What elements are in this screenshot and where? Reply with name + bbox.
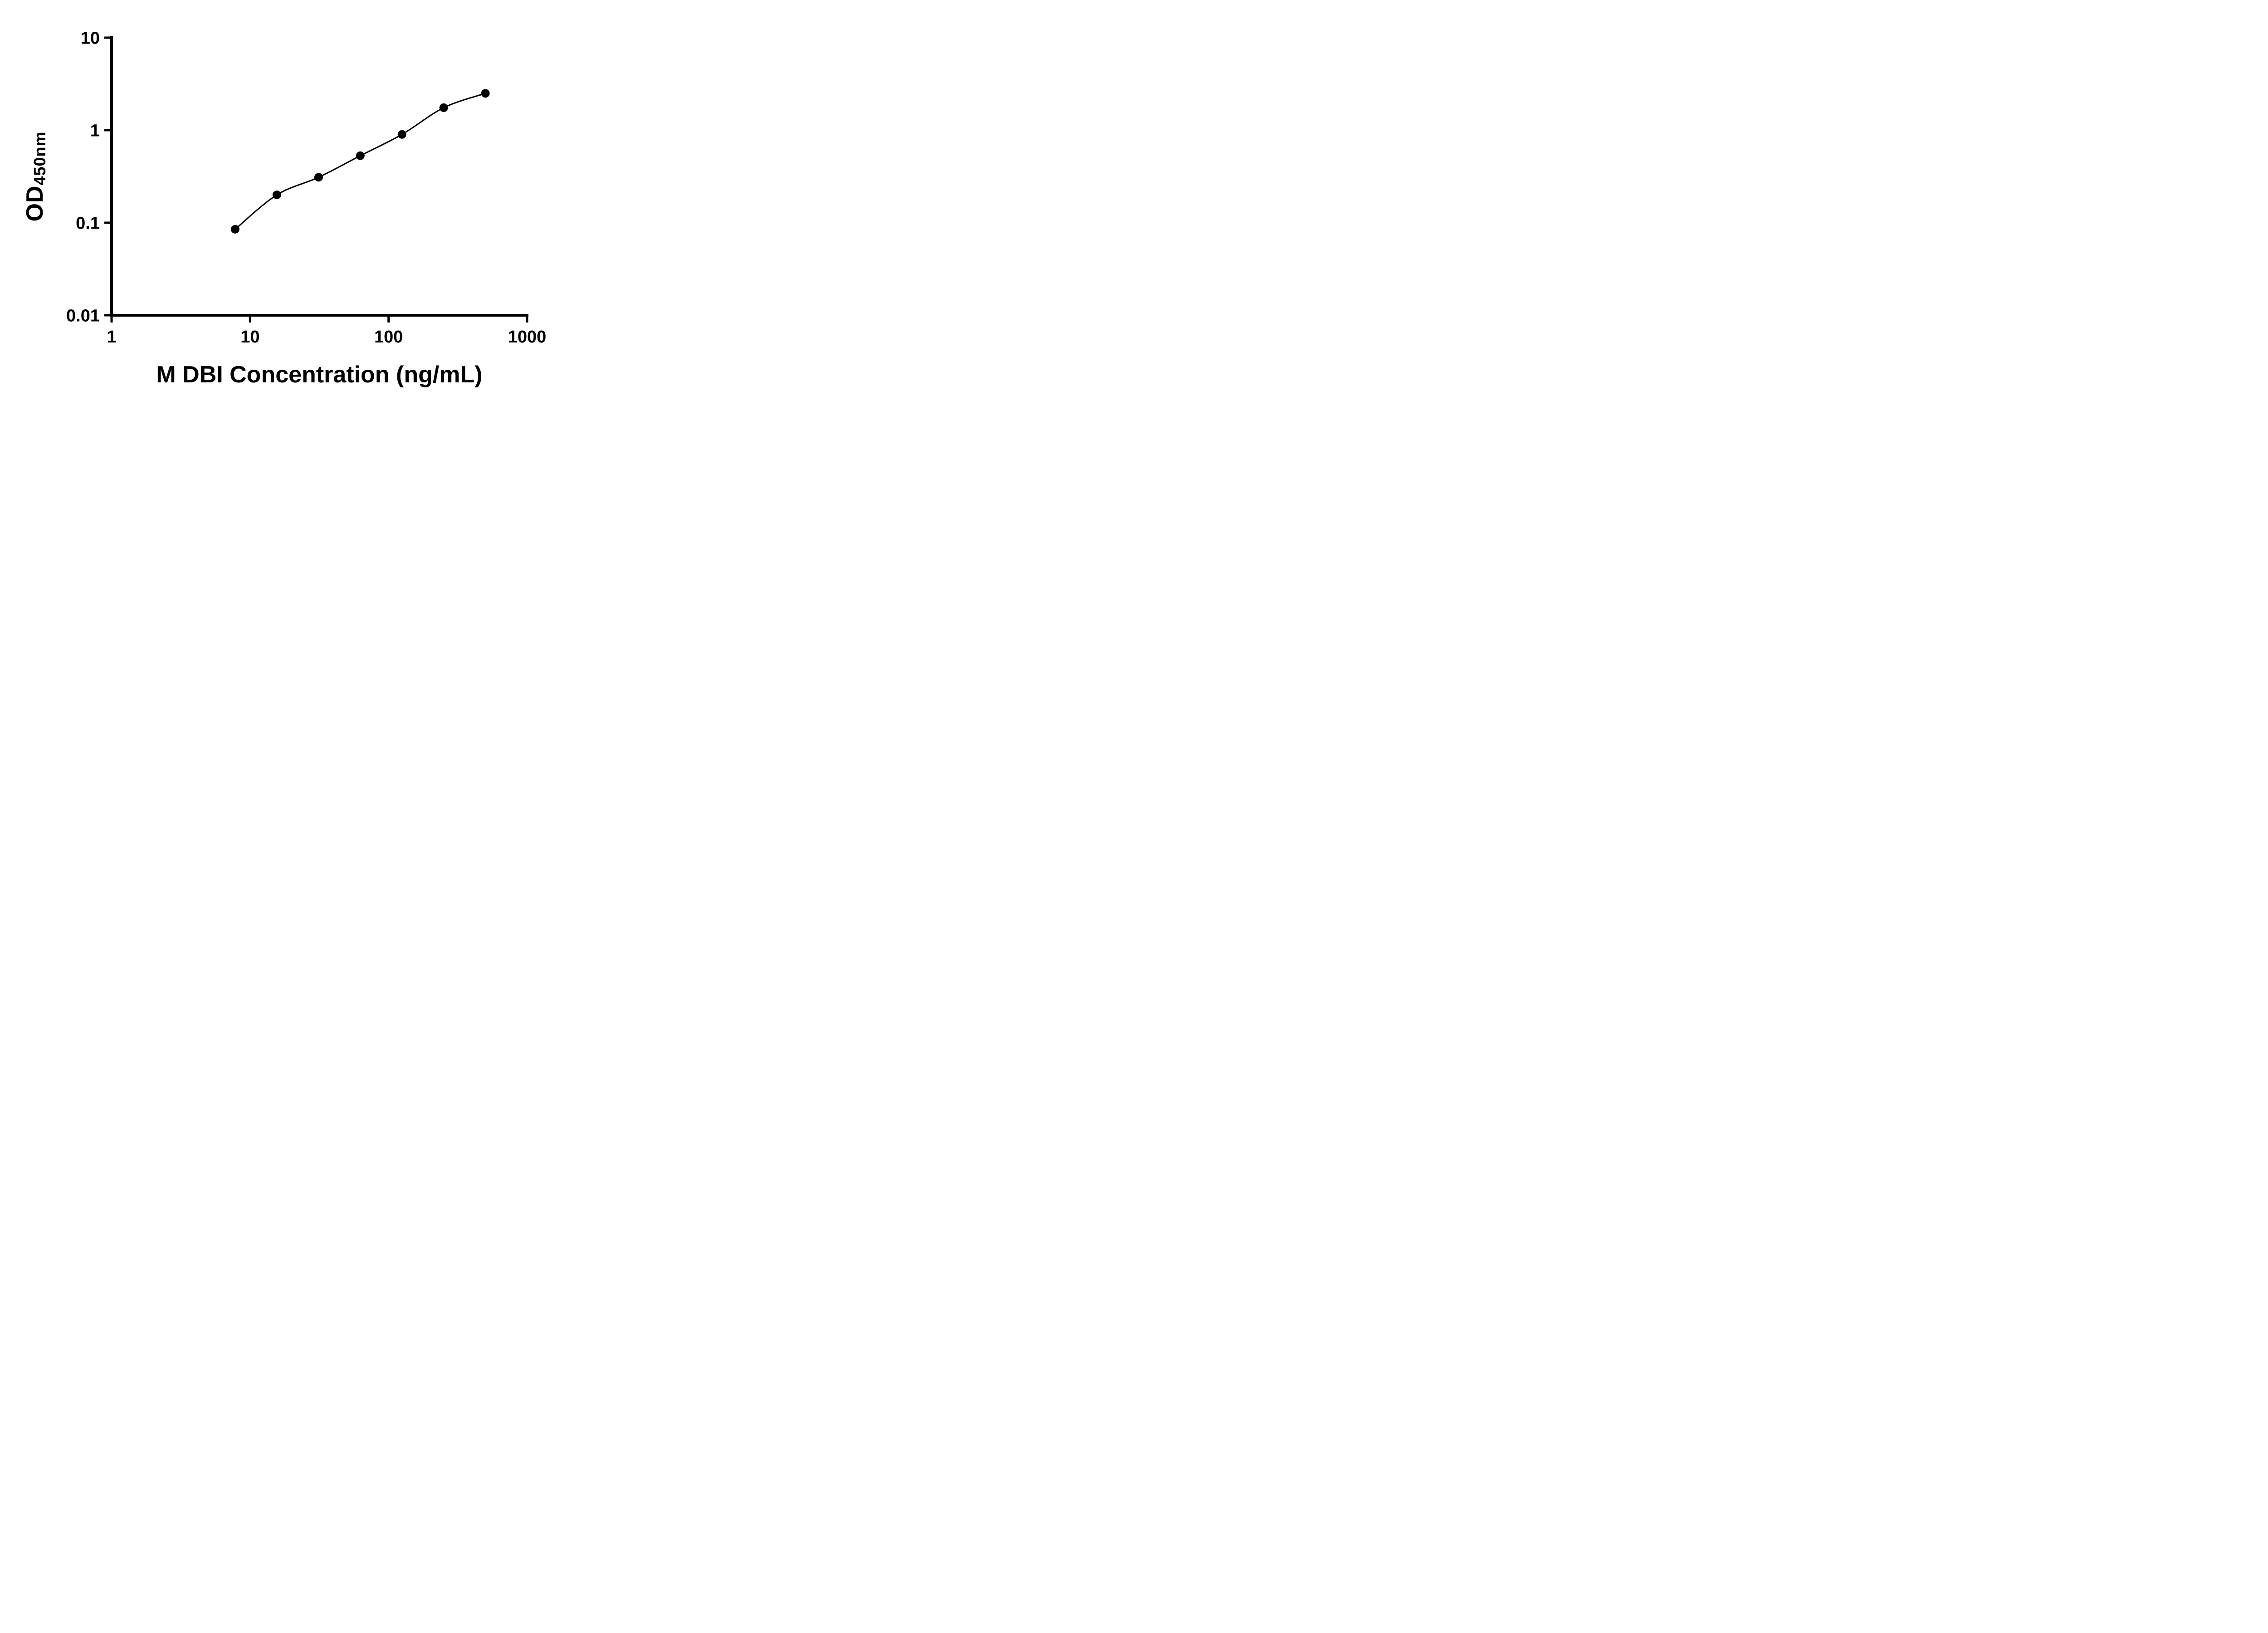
y-tick-label: 1: [90, 122, 100, 141]
y-tick-label: 0.1: [76, 214, 100, 233]
data-point: [481, 89, 490, 98]
data-point: [314, 173, 323, 182]
standard-curve-line: [235, 93, 486, 230]
y-axis-title-main: OD: [21, 185, 48, 222]
x-axis-title: M DBI Concentration (ng/mL): [156, 362, 483, 388]
data-point: [356, 151, 365, 160]
tick-labels: 1 10 100 1000 0.01 0.1 1 10: [66, 29, 546, 347]
y-axis-title-text: OD450nm: [21, 131, 49, 221]
data-point: [439, 103, 448, 112]
data-point: [397, 130, 406, 139]
x-tick-label: 100: [374, 328, 403, 347]
series-group: [230, 89, 490, 234]
x-tick-label: 10: [240, 328, 259, 347]
plot-svg: 1 10 100 1000 0.01 0.1 1 10: [66, 29, 546, 347]
axis-spines: [110, 36, 528, 317]
y-tick-label: 0.01: [66, 307, 100, 326]
x-tick-label: 1000: [508, 328, 547, 347]
data-point: [230, 225, 240, 234]
elisa-standard-curve-chart: 1 10 100 1000 0.01 0.1 1 10 OD450nm M DBI Conce…: [0, 0, 583, 408]
y-axis-title-subscript: 450nm: [30, 131, 49, 186]
data-point: [272, 191, 281, 200]
axes: [110, 36, 528, 317]
y-tick-label: 10: [81, 29, 100, 48]
x-tick-label: 1: [107, 328, 116, 347]
